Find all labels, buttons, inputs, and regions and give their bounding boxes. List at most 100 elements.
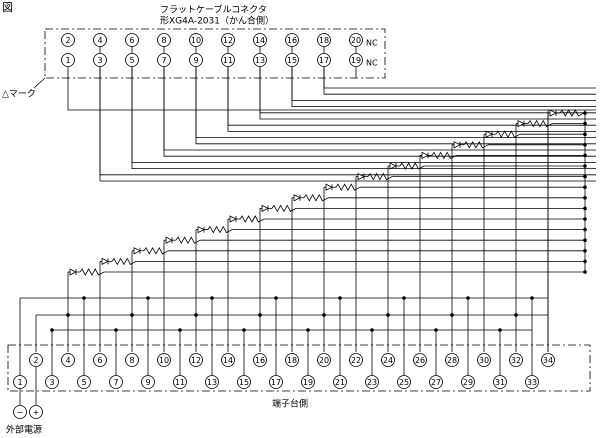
terminal-circle (77, 375, 91, 389)
terminal: 5 (81, 378, 86, 387)
diode (69, 268, 77, 276)
connector-pin: 18 (319, 36, 329, 45)
junction (370, 328, 374, 332)
connector-pin-circle (93, 33, 107, 47)
terminal-circle (13, 375, 27, 389)
connector-pin-circle (317, 53, 331, 67)
terminal-circle (253, 353, 267, 367)
terminal-circle (445, 353, 459, 367)
terminal: 15 (239, 378, 249, 387)
connector-pin-circle (349, 33, 363, 47)
connector-pin-circle (221, 33, 235, 47)
terminal: 26 (415, 356, 425, 365)
terminal-circle (45, 375, 59, 389)
connector-pin: 1 (65, 56, 70, 65)
terminal: 11 (175, 378, 185, 387)
terminal: 6 (97, 356, 102, 365)
connector-pin: 16 (287, 36, 297, 45)
connector-pin-circle (317, 33, 331, 47)
connector-pin-circle (125, 53, 139, 67)
connector-pin-circle (157, 53, 171, 67)
terminal-circle (509, 353, 523, 367)
connector-pin-circle (285, 33, 299, 47)
terminal: 8 (129, 356, 134, 365)
junction (274, 296, 278, 300)
terminal: 2 (33, 356, 38, 365)
connector-pin: 8 (161, 36, 166, 45)
connector-pin: 20 (351, 36, 361, 45)
wire (271, 204, 297, 213)
connector-pin: 7 (161, 56, 166, 65)
junction (146, 296, 150, 300)
terminal: 16 (255, 356, 265, 365)
terminal-circle (109, 375, 123, 389)
terminal: 33 (527, 378, 537, 387)
terminal-circle (413, 353, 427, 367)
wire (527, 119, 553, 128)
power-minus-circle (13, 405, 27, 419)
junction (242, 328, 246, 332)
wire (207, 225, 233, 234)
terminal-circle (381, 353, 395, 367)
figure-label: 図 (2, 1, 13, 14)
junction (466, 296, 470, 300)
terminal: 29 (463, 378, 473, 387)
wire (291, 40, 596, 101)
terminal: 27 (431, 378, 441, 387)
terminal-circle (141, 375, 155, 389)
connector-pin: 10 (191, 36, 201, 45)
connector-pin-circle (349, 53, 363, 67)
connector-pin: 3 (97, 56, 102, 65)
diode (421, 151, 429, 160)
junction (50, 328, 54, 332)
wire (495, 130, 521, 139)
junction (402, 296, 406, 300)
terminal-circle (93, 353, 107, 367)
wire (67, 60, 596, 111)
mark-label: △マーク (2, 89, 36, 100)
connector-pin: 2 (65, 36, 70, 45)
terminal-circle (157, 353, 171, 367)
wire (239, 215, 265, 223)
junction (114, 328, 118, 332)
connector-pin-circle (285, 53, 299, 67)
terminal: 12 (191, 356, 201, 365)
terminal-circle (525, 375, 539, 389)
connector-pin: 9 (193, 56, 198, 65)
diode (165, 236, 173, 244)
diode (325, 183, 333, 191)
terminal: 22 (351, 356, 361, 365)
diode (261, 204, 269, 213)
terminal: 19 (303, 378, 313, 387)
connector-pin-circle (61, 53, 75, 67)
wire (367, 172, 393, 181)
terminal-circle (221, 353, 235, 367)
mark-leader (33, 77, 46, 89)
junction (194, 313, 198, 317)
terminal-circle (493, 375, 507, 389)
wire (111, 257, 137, 266)
terminal: 1 (17, 378, 22, 387)
junction (498, 328, 502, 332)
terminal: 28 (447, 356, 457, 365)
diode (293, 194, 301, 202)
terminal-outline (7, 344, 591, 392)
wire (259, 40, 596, 114)
wire (175, 236, 201, 245)
terminal-circle (205, 375, 219, 389)
connector-pin: 5 (129, 56, 134, 65)
connector-pin: 6 (129, 36, 134, 45)
terminal-circle (461, 375, 475, 389)
terminal-circle (125, 353, 139, 367)
power-plus: + (33, 408, 40, 417)
wire (227, 60, 596, 132)
wire (79, 268, 105, 276)
connector-pin-circle (61, 33, 75, 47)
connector-outline (44, 28, 386, 79)
terminal: 24 (383, 356, 393, 365)
connector-pin: 17 (319, 56, 329, 65)
terminal: 4 (65, 356, 70, 365)
connector-pin-circle (157, 33, 171, 47)
junction (210, 296, 214, 300)
